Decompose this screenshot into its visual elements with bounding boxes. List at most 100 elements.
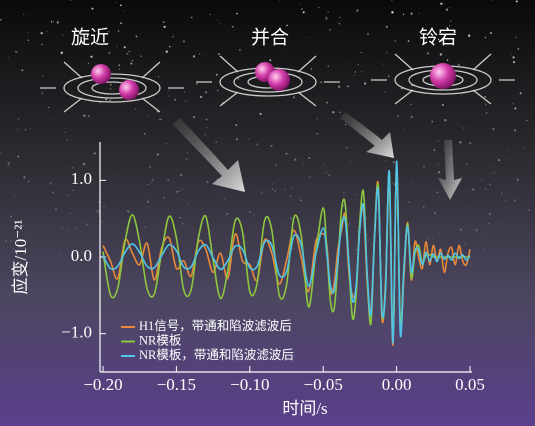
star — [61, 52, 63, 54]
star — [118, 64, 120, 66]
star — [486, 112, 488, 114]
star — [339, 23, 340, 24]
star — [169, 252, 171, 254]
star — [53, 21, 54, 22]
star — [369, 243, 370, 244]
star — [397, 115, 399, 117]
star — [306, 37, 307, 38]
star — [464, 243, 466, 245]
star — [355, 253, 357, 255]
star — [148, 184, 149, 185]
star — [30, 128, 31, 129]
star — [216, 74, 218, 76]
star — [436, 192, 438, 194]
legend-label: NR模板，带通和陷波滤波后 — [139, 347, 294, 362]
star — [213, 229, 214, 230]
star — [517, 179, 519, 181]
star — [15, 51, 17, 53]
y-tick-label: 1.0 — [71, 169, 92, 188]
star — [127, 210, 129, 212]
star — [169, 90, 170, 91]
star — [5, 240, 7, 242]
star — [437, 140, 438, 141]
star — [159, 119, 160, 120]
star — [290, 217, 292, 219]
star — [423, 206, 425, 208]
x-tick-label: −0.15 — [157, 375, 196, 394]
star — [520, 92, 522, 94]
star — [300, 199, 302, 201]
star — [423, 166, 425, 168]
star — [54, 171, 55, 172]
star — [355, 249, 357, 251]
star — [350, 162, 351, 163]
star — [411, 207, 412, 208]
star — [49, 182, 51, 184]
star — [157, 153, 159, 155]
star — [303, 11, 305, 13]
star — [418, 184, 419, 185]
star — [292, 247, 294, 249]
star — [526, 120, 528, 122]
star — [217, 20, 218, 21]
star — [23, 176, 25, 178]
star — [388, 75, 390, 77]
star — [499, 220, 500, 221]
star — [169, 46, 171, 48]
star — [55, 208, 57, 210]
star — [308, 157, 310, 159]
star — [435, 224, 436, 225]
star — [438, 164, 439, 165]
star — [469, 206, 470, 207]
star — [512, 103, 513, 104]
star — [115, 2, 116, 3]
star — [109, 52, 110, 53]
star — [28, 32, 29, 33]
star — [7, 162, 9, 164]
star — [325, 17, 327, 19]
star — [458, 64, 460, 66]
star — [152, 179, 154, 181]
star — [158, 76, 159, 77]
x-tick-label: 0.05 — [455, 375, 485, 394]
star — [8, 57, 9, 58]
star — [124, 46, 126, 48]
star — [318, 145, 319, 146]
star — [151, 181, 152, 182]
star — [309, 176, 311, 178]
star — [144, 226, 146, 228]
star — [253, 214, 255, 216]
star — [403, 129, 404, 130]
star — [205, 134, 207, 136]
legend-label: H1信号，带通和陷波滤波后 — [139, 318, 292, 333]
star — [356, 194, 358, 196]
star — [163, 197, 165, 199]
star — [475, 229, 477, 231]
star — [25, 129, 27, 131]
star — [469, 189, 470, 190]
star — [210, 14, 211, 15]
star — [367, 239, 369, 241]
star — [377, 210, 378, 211]
star — [358, 64, 359, 65]
star — [215, 141, 217, 143]
star — [196, 83, 198, 85]
star — [259, 113, 261, 115]
star — [38, 247, 39, 248]
star — [468, 35, 470, 37]
star — [207, 181, 209, 183]
star — [419, 13, 420, 14]
star — [62, 34, 63, 35]
star — [505, 157, 506, 158]
star — [163, 21, 165, 23]
star — [440, 3, 442, 5]
star — [442, 104, 444, 106]
star — [383, 63, 384, 64]
star — [339, 17, 340, 18]
star — [275, 164, 277, 166]
star — [147, 116, 148, 117]
star — [91, 208, 92, 209]
star — [227, 30, 228, 31]
star — [331, 219, 332, 220]
star — [244, 235, 246, 237]
